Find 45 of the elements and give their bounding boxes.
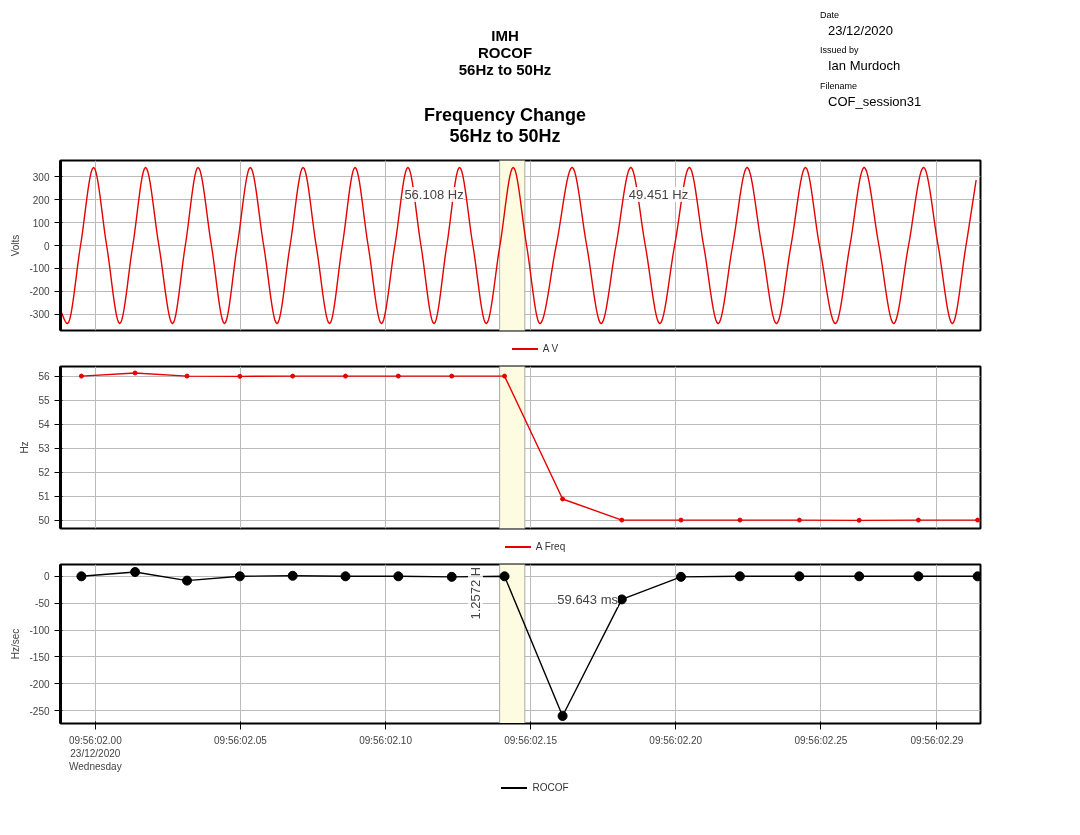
- y-tick-label: 50: [38, 515, 50, 527]
- x-tick-label: 09:56:02.05: [214, 734, 268, 746]
- y-axis-title: Hz/sec: [10, 628, 22, 660]
- x-tick-label: 09:56:02.29: [910, 734, 964, 746]
- x-tick-label: 09:56:02.15: [504, 734, 558, 746]
- text: Date: [820, 9, 840, 22]
- y-axis-title: Volts: [10, 234, 22, 257]
- y-tick-label: -200: [29, 286, 50, 298]
- text: COF_session31: [827, 92, 923, 111]
- y-tick-label: 0: [43, 240, 50, 252]
- y-tick-label: -300: [29, 309, 50, 321]
- y-tick-label: 56: [38, 371, 50, 383]
- y-tick-label: 55: [38, 395, 50, 407]
- annotation: 59.643 ms: [557, 591, 619, 607]
- x-tick-label: 09:56:02.00 23/12/2020 Wednesday: [68, 734, 123, 772]
- y-tick-label: 51: [38, 491, 50, 503]
- y-tick-label: 52: [38, 467, 50, 479]
- x-tick-label: 09:56:02.20: [649, 734, 703, 746]
- chart-subtitle: Frequency Change 56Hz to 50Hz: [422, 105, 587, 147]
- text: Filename: [820, 79, 858, 93]
- x-tick-label: 09:56:02.25: [794, 734, 848, 746]
- chart-title: IMH ROCOF 56Hz to 50Hz: [457, 27, 553, 78]
- y-tick-label: -100: [29, 263, 50, 275]
- y-tick-label: -100: [29, 625, 50, 637]
- text: Issued by: [820, 44, 860, 58]
- text: Ian Murdoch: [827, 57, 902, 76]
- y-tick-label: 200: [32, 194, 50, 206]
- y-tick-label: -50: [35, 598, 50, 610]
- text: 23/12/2020: [827, 21, 895, 40]
- x-tick-label: 09:56:02.10: [359, 734, 413, 746]
- legend-label: A Freq: [534, 540, 566, 554]
- y-tick-label: -200: [29, 678, 50, 690]
- annotation: 56.108 Hz: [404, 187, 464, 202]
- y-tick-label: 300: [32, 171, 50, 183]
- y-tick-label: -150: [29, 651, 50, 663]
- y-axis-title: Hz: [19, 441, 31, 454]
- y-tick-label: 53: [38, 443, 50, 455]
- y-tick-label: 100: [32, 217, 50, 229]
- legend-label: A V: [541, 342, 559, 356]
- annotation: 49.451 Hz: [628, 187, 689, 202]
- y-tick-label: 54: [38, 419, 50, 431]
- y-tick-label: 0: [43, 571, 50, 583]
- legend-label: ROCOF: [531, 781, 569, 795]
- annotation: 1.2572 H: [467, 566, 483, 620]
- y-tick-label: -250: [29, 705, 50, 717]
